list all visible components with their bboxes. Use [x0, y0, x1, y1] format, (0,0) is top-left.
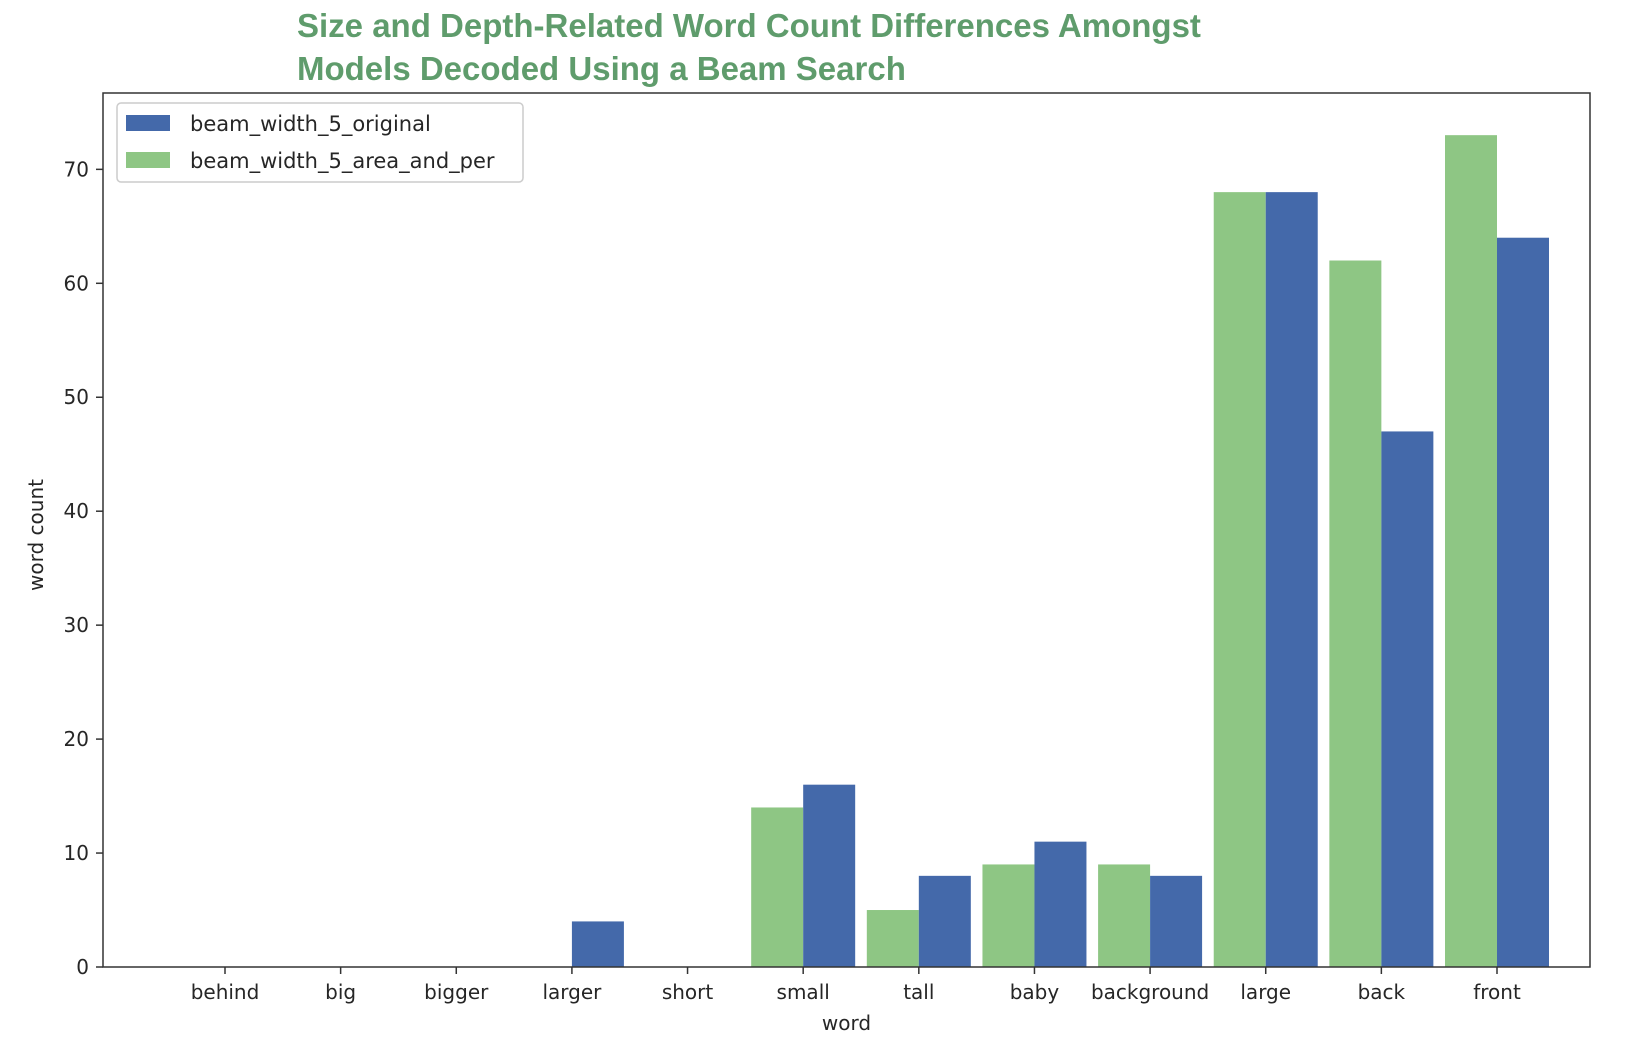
x-tick-label: baby — [1010, 980, 1060, 1004]
y-tick-label: 30 — [64, 613, 89, 637]
legend-label: beam_width_5_original — [190, 112, 431, 137]
bar-beam_width_5_area_and_per-large — [1213, 192, 1266, 967]
bar-beam_width_5_area_and_per-background — [1098, 864, 1151, 967]
y-tick-label: 20 — [64, 727, 89, 751]
x-tick-label: behind — [191, 980, 260, 1004]
x-tick-label: background — [1091, 980, 1209, 1004]
x-axis-label: word — [822, 1011, 871, 1035]
y-tick-label: 50 — [64, 385, 89, 409]
y-tick-label: 0 — [76, 955, 89, 979]
legend-frame — [116, 102, 524, 183]
legend-swatch — [126, 115, 170, 131]
plot-frame — [102, 92, 1591, 968]
x-tick-label: larger — [542, 980, 602, 1004]
ticks-layer: behind big bigger larger short small tall baby b… — [64, 157, 1521, 1004]
bar-beam_width_5_area_and_per-small — [751, 807, 804, 967]
bar-beam_width_5_original-front — [1497, 237, 1549, 967]
bar-beam_width_5_original-larger — [571, 921, 624, 967]
y-tick-label: 70 — [64, 157, 89, 181]
legend-label: beam_width_5_area_and_per — [190, 149, 495, 174]
bar-beam_width_5_original-back — [1381, 431, 1434, 967]
bar-beam_width_5_area_and_per-baby — [982, 864, 1035, 967]
y-axis-label: word count — [24, 479, 48, 591]
chart-title: Size and Depth-Related Word Count Differ… — [297, 7, 1201, 87]
bar-beam_width_5_original-small — [803, 784, 856, 967]
bar-beam_width_5_original-baby — [1034, 841, 1087, 967]
bar-beam_width_5_area_and_per-back — [1329, 260, 1382, 967]
bar-beam_width_5_original-tall — [918, 875, 971, 967]
legend: beam_width_5_original beam_width_5_area_a… — [116, 102, 524, 183]
x-tick-label: small — [777, 980, 830, 1004]
x-tick-label: front — [1473, 980, 1521, 1004]
x-tick-label: large — [1240, 980, 1291, 1004]
bar-beam_width_5_area_and_per-front — [1445, 135, 1497, 967]
x-tick-label: short — [662, 980, 714, 1004]
x-tick-label: back — [1358, 980, 1406, 1004]
bar-beam_width_5_area_and_per-tall — [866, 910, 919, 967]
y-tick-label: 10 — [64, 841, 89, 865]
x-tick-label: big — [325, 980, 356, 1004]
bars-layer — [571, 135, 1549, 967]
y-tick-label: 60 — [64, 271, 89, 295]
x-tick-label: tall — [903, 980, 934, 1004]
y-tick-label: 40 — [64, 499, 89, 523]
x-tick-label: bigger — [424, 980, 489, 1004]
bar-beam_width_5_original-background — [1150, 875, 1203, 967]
legend-swatch — [126, 152, 170, 168]
bar-beam_width_5_original-large — [1265, 192, 1318, 967]
